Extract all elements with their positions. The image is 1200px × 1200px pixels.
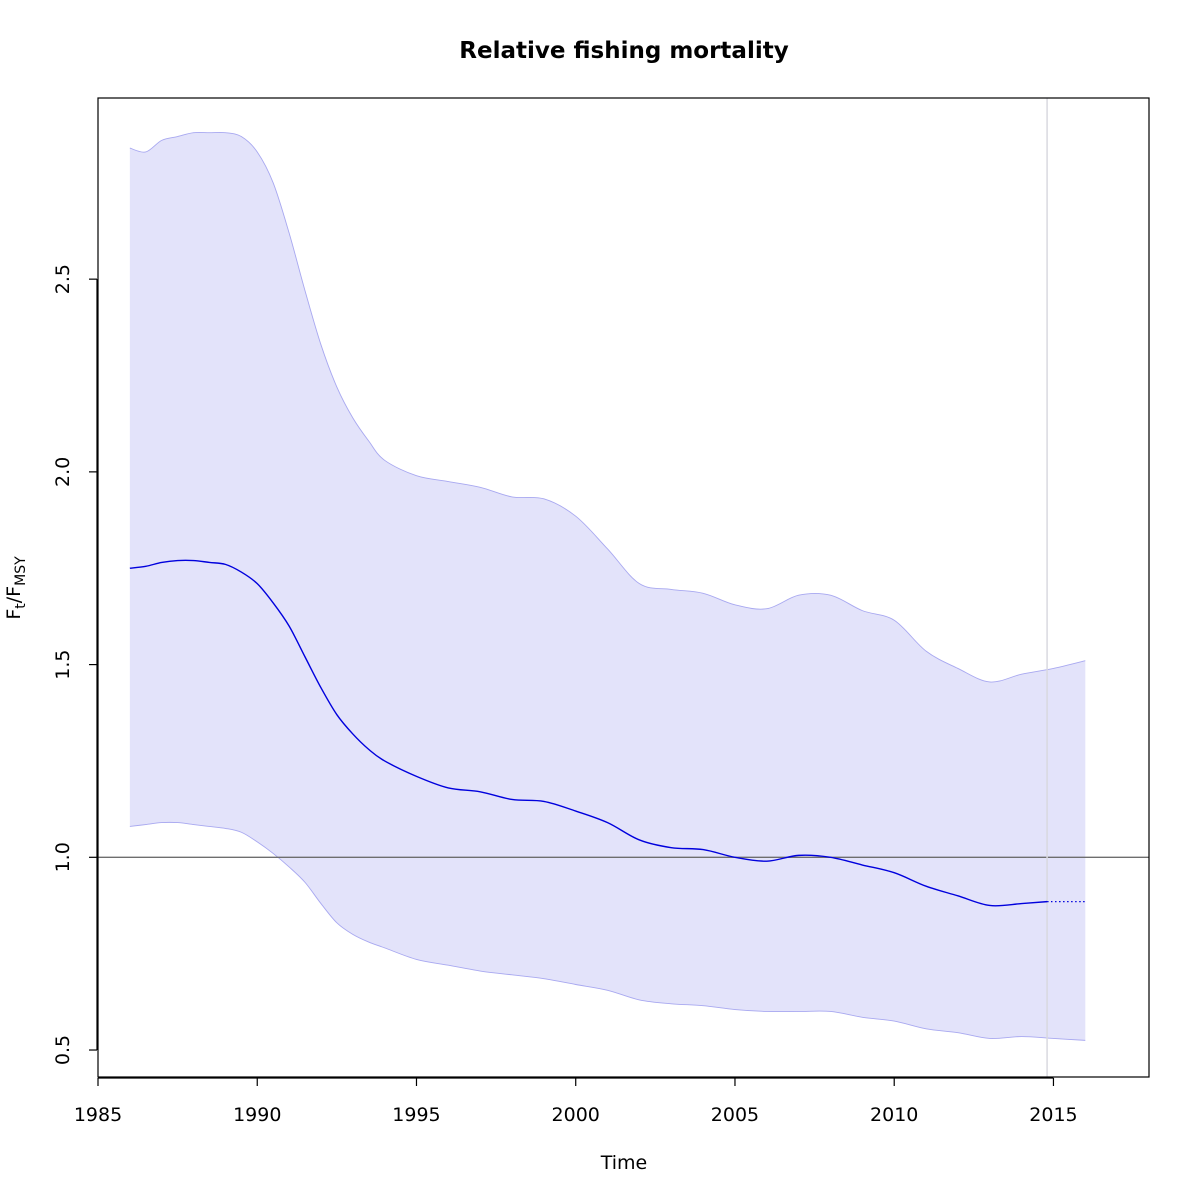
estimate-line [129, 559, 1048, 907]
y-axis-label-main-1: F [3, 609, 25, 620]
confidence-band-layer [129, 131, 1086, 1041]
chart-title: Relative fishing mortality [459, 38, 788, 64]
y-axis-label: Ft/FMSY [3, 556, 29, 620]
confidence-band [129, 132, 1086, 1041]
y-tick-label: 2.5 [52, 264, 74, 294]
x-tick-label: 1990 [233, 1104, 281, 1126]
y-tick-label: 1.0 [52, 842, 74, 872]
plot-frame [97, 97, 1150, 1078]
x-tick-label: 2010 [870, 1104, 918, 1126]
y-axis: 0.5 1.0 1.5 2.0 2.5 [52, 264, 98, 1065]
x-tick-label: 1985 [74, 1104, 122, 1126]
x-axis-label: Time [600, 1152, 648, 1174]
x-tick-label: 2000 [552, 1104, 600, 1126]
y-tick-label: 2.0 [52, 457, 74, 487]
reference-line-layer [98, 98, 1149, 1077]
y-axis-label-sep: / [3, 596, 25, 603]
y-axis-label-sub-2: MSY [13, 556, 29, 586]
x-axis: 1985 1990 1995 2000 2005 2010 2015 [74, 1077, 1078, 1126]
y-axis-label-sub-1: t [13, 603, 29, 609]
x-tick-label: 2005 [711, 1104, 759, 1126]
x-tick-label: 2015 [1029, 1104, 1077, 1126]
y-axis-label-main-2: F [3, 586, 25, 597]
y-tick-label: 1.5 [52, 649, 74, 679]
x-tick-label: 1995 [392, 1104, 440, 1126]
confidence-band-upper-edge [129, 131, 1086, 683]
series-layer [129, 559, 1086, 907]
y-tick-label: 0.5 [52, 1035, 74, 1065]
confidence-band-lower-edge [129, 821, 1086, 1041]
